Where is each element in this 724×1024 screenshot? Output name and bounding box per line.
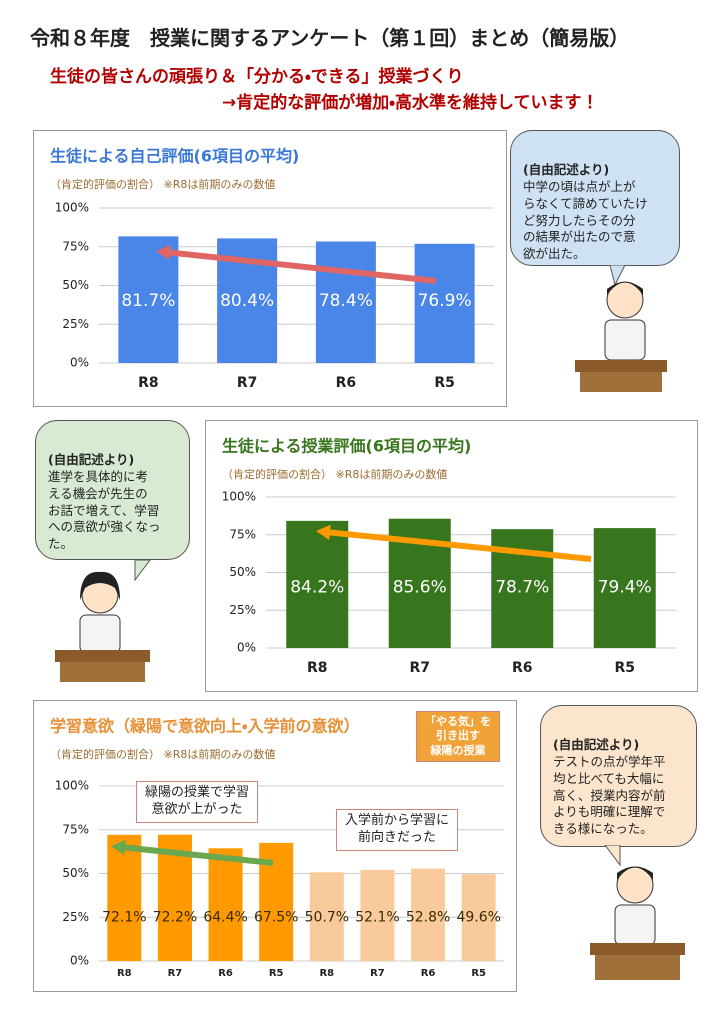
chart-title: 生徒による授業評価(6項目の平均) bbox=[222, 437, 471, 456]
chart-title: 学習意欲（緑陽で意欲向上・入学前の意欲） bbox=[50, 717, 359, 736]
chart-annotation: 「やる気」を 引き出す 緑陽の授業 bbox=[416, 711, 500, 762]
x-tick-label: R7 bbox=[409, 660, 430, 676]
value-label: 78.7% bbox=[495, 578, 549, 598]
chart: 学習意欲（緑陽で意欲向上・入学前の意欲） （肯定的評価の割合） ※R8は前期のみの… bbox=[50, 717, 504, 979]
x-tick-label: R5 bbox=[269, 968, 284, 979]
y-tick-label: 0% bbox=[70, 356, 89, 370]
value-label: 52.1% bbox=[355, 909, 399, 925]
bubble-text: テストの点が学年平 均と比べても大幅に 高く、授業内容が前 よりも明確に理解で … bbox=[553, 753, 666, 837]
value-label: 72.2% bbox=[153, 909, 197, 925]
x-tick-label: R6 bbox=[512, 660, 533, 676]
bubble-heading: (自由記述より) bbox=[553, 736, 640, 752]
x-tick-label: R7 bbox=[370, 968, 385, 979]
bubble-heading: (自由記述より) bbox=[48, 451, 135, 467]
chart-subtitle: （肯定的評価の割合） ※R8は前期のみの数値 bbox=[222, 467, 447, 481]
bar bbox=[309, 872, 344, 961]
y-tick-label: 75% bbox=[229, 527, 256, 541]
bar bbox=[315, 241, 376, 363]
student-illustration bbox=[55, 560, 151, 682]
y-tick-label: 75% bbox=[62, 239, 89, 253]
trend-arrowhead bbox=[111, 839, 126, 856]
value-label: 72.1% bbox=[102, 909, 146, 925]
y-tick-label: 50% bbox=[229, 565, 256, 579]
bubble-text: 中学の頃は点が上が らなくて諦めていたけ ど努力したらその分 の結果が出たので意… bbox=[523, 178, 648, 262]
trend-arrowhead bbox=[316, 524, 331, 541]
trend-arrow bbox=[163, 248, 437, 284]
value-label: 49.6% bbox=[456, 909, 500, 925]
bar bbox=[414, 243, 475, 363]
value-label: 80.4% bbox=[220, 291, 274, 311]
y-tick-label: 100% bbox=[222, 490, 256, 504]
y-tick-label: 0% bbox=[70, 954, 89, 968]
chart-panel: 生徒による自己評価(6項目の平均) （肯定的評価の割合） ※R8は前期のみの数値 0… bbox=[33, 130, 507, 407]
student-illustration bbox=[575, 265, 667, 392]
x-tick-label: R5 bbox=[471, 968, 486, 979]
value-label: 76.9% bbox=[418, 291, 472, 311]
bar bbox=[286, 520, 349, 648]
x-tick-label: R6 bbox=[336, 375, 357, 391]
trend-arrowhead bbox=[156, 244, 171, 261]
x-tick-label: R5 bbox=[614, 660, 635, 676]
y-tick-label: 50% bbox=[62, 866, 89, 880]
y-tick-label: 25% bbox=[62, 317, 89, 331]
trend-arrow bbox=[323, 528, 592, 562]
value-label: 50.7% bbox=[305, 909, 349, 925]
value-label: 85.6% bbox=[393, 578, 447, 598]
chart-panel: 生徒による授業評価(6項目の平均) （肯定的評価の割合） ※R8は前期のみの数値 0… bbox=[205, 420, 698, 692]
x-tick-label: R6 bbox=[421, 968, 436, 979]
subtitle-line: 生徒の皆さんの頑張り＆「分かる・できる」授業づくり bbox=[50, 67, 464, 87]
y-tick-label: 75% bbox=[62, 822, 89, 836]
y-tick-label: 0% bbox=[237, 641, 256, 655]
value-label: 64.4% bbox=[203, 909, 247, 925]
y-tick-label: 100% bbox=[55, 201, 89, 215]
speech-bubble: (自由記述より) 進学を具体的に考 える機会が先生の お話で増えて、学習 への意欲… bbox=[35, 420, 190, 560]
chart-panel: 学習意欲（緑陽で意欲向上・入学前の意欲） （肯定的評価の割合） ※R8は前期のみの… bbox=[33, 700, 517, 992]
x-tick-label: R8 bbox=[138, 375, 159, 391]
value-label: 84.2% bbox=[290, 578, 344, 598]
trend-arrow bbox=[118, 843, 274, 866]
x-tick-label: R8 bbox=[307, 660, 328, 676]
chart: 生徒による自己評価(6項目の平均) （肯定的評価の割合） ※R8は前期のみの数値 0… bbox=[50, 147, 494, 391]
y-tick-label: 100% bbox=[55, 779, 89, 793]
bar bbox=[593, 528, 656, 648]
x-tick-label: R5 bbox=[434, 375, 455, 391]
bar bbox=[360, 869, 395, 961]
x-tick-label: R6 bbox=[218, 968, 233, 979]
subtitle-line: →肯定的な評価が増加・高水準を維持しています！ bbox=[222, 93, 599, 113]
bubble-heading: (自由記述より) bbox=[523, 161, 610, 177]
chart-title: 生徒による自己評価(6項目の平均) bbox=[50, 147, 299, 166]
y-tick-label: 50% bbox=[62, 278, 89, 292]
x-tick-label: R8 bbox=[319, 968, 334, 979]
value-label: 81.7% bbox=[121, 291, 175, 311]
value-label: 79.4% bbox=[598, 578, 652, 598]
speech-bubble: (自由記述より) 中学の頃は点が上が らなくて諦めていたけ ど努力したらその分 の… bbox=[510, 130, 680, 266]
bar bbox=[411, 868, 446, 961]
bar bbox=[107, 834, 142, 961]
student-illustration bbox=[590, 845, 685, 980]
bar bbox=[208, 848, 243, 961]
value-label: 67.5% bbox=[254, 909, 298, 925]
page-title: 令和８年度 授業に関するアンケート（第１回）まとめ（簡易版） bbox=[30, 26, 630, 50]
speech-bubble: (自由記述より) テストの点が学年平 均と比べても大幅に 高く、授業内容が前 より… bbox=[540, 705, 697, 847]
bar bbox=[461, 874, 496, 961]
y-tick-label: 25% bbox=[229, 603, 256, 617]
chart-subtitle: （肯定的評価の割合） ※R8は前期のみの数値 bbox=[50, 747, 275, 761]
x-tick-label: R8 bbox=[117, 968, 132, 979]
chart-annotation: 緑陽の授業で学習 意欲が上がった bbox=[136, 781, 259, 823]
x-tick-label: R7 bbox=[237, 375, 258, 391]
value-label: 52.8% bbox=[406, 909, 450, 925]
chart: 生徒による授業評価(6項目の平均) （肯定的評価の割合） ※R8は前期のみの数値 0… bbox=[222, 437, 676, 676]
chart-annotation: 入学前から学習に 前向きだった bbox=[336, 809, 459, 851]
bubble-text: 進学を具体的に考 える機会が先生の お話で増えて、学習 への意欲が強くなっ た。 bbox=[48, 468, 161, 552]
value-label: 78.4% bbox=[319, 291, 373, 311]
chart-subtitle: （肯定的評価の割合） ※R8は前期のみの数値 bbox=[50, 177, 275, 191]
y-tick-label: 25% bbox=[62, 910, 89, 924]
x-tick-label: R7 bbox=[168, 968, 183, 979]
